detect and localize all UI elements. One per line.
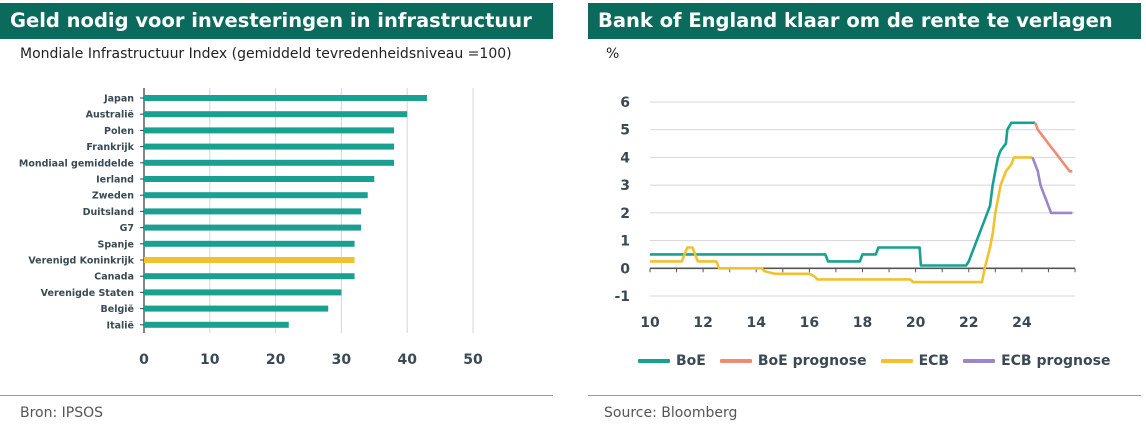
bar — [144, 240, 355, 247]
bar — [144, 127, 395, 134]
bar — [144, 305, 329, 312]
legend-label: BoE — [676, 353, 706, 369]
bar-category-label: Verenigd Koninkrijk — [28, 256, 134, 267]
bar-category-label: Duitsland — [83, 207, 134, 218]
bar — [144, 95, 427, 101]
bar-chart: Japan Australië Polen Frankrijk Mondiaal gem… — [19, 88, 483, 368]
right-chart-unit: % — [606, 46, 620, 62]
bar-x-tick-label: 0 — [139, 352, 149, 368]
line-y-tick-label: 3 — [620, 178, 630, 194]
bar — [144, 257, 355, 263]
bar-category-label: G7 — [120, 223, 134, 234]
line-x-tick-label: 16 — [800, 315, 819, 331]
legend-item: BoE — [638, 353, 706, 369]
bar-x-tick-label: 40 — [397, 352, 417, 368]
bar — [144, 111, 408, 118]
right-divider — [588, 395, 1141, 396]
legend-label: ECB prognose — [1001, 353, 1111, 369]
bar-category-label: Australië — [86, 110, 134, 121]
legend-swatch — [638, 359, 670, 363]
bar-category-label: Mondiaal gemiddelde — [19, 158, 134, 169]
bar — [144, 321, 289, 328]
legend-item: ECB — [880, 353, 950, 369]
line-y-tick-label: 5 — [620, 123, 630, 139]
legend-swatch — [963, 359, 996, 363]
left-chart-subtitle: Mondiale Infrastructuur Index (gemiddeld… — [20, 46, 512, 62]
bar-category-label: Ierland — [96, 175, 134, 186]
line-x-tick-label: 22 — [959, 315, 978, 331]
bar-category-label: Spanje — [97, 239, 134, 250]
bar — [144, 192, 368, 199]
line-x-tick-label: 18 — [853, 315, 872, 331]
series-line-ecb-prognose — [1031, 156, 1073, 215]
legend-item: BoE prognose — [719, 353, 867, 369]
line-y-tick-label: 4 — [620, 150, 630, 166]
series-line-ecb — [650, 156, 1033, 284]
left-chart-title: Geld nodig voor investeringen in infrast… — [0, 3, 553, 39]
line-y-tick-label: 2 — [620, 206, 630, 222]
left-divider — [0, 395, 553, 396]
bar-category-label: Verenigde Staten — [41, 288, 135, 299]
line-x-tick-label: 14 — [747, 315, 767, 331]
series-line-boe-prognose — [1033, 122, 1073, 173]
bar — [144, 224, 362, 231]
bar — [144, 159, 395, 166]
series-line-boe — [650, 121, 1036, 267]
line-y-tick-label: 1 — [620, 234, 630, 250]
legend-swatch — [880, 359, 913, 363]
bar — [144, 176, 375, 182]
legend-label: ECB — [918, 353, 950, 369]
right-source: Source: Bloomberg — [604, 405, 738, 421]
legend-label: BoE prognose — [757, 353, 867, 369]
line-chart-legend: BoE BoE prognose ECB ECB prognose — [638, 350, 1124, 372]
bar-category-label: Canada — [94, 272, 134, 283]
bar-category-label: België — [101, 304, 134, 315]
bar-x-tick-label: 20 — [266, 352, 286, 368]
bar-category-label: Polen — [104, 126, 134, 137]
line-y-tick-label: 0 — [620, 261, 630, 277]
bar-category-label: Japan — [103, 94, 134, 105]
line-y-tick-label: 6 — [620, 95, 630, 111]
bar-x-tick-label: 10 — [200, 352, 220, 368]
line-x-tick-label: 24 — [1012, 315, 1032, 331]
legend-swatch — [719, 359, 752, 363]
bar — [144, 289, 342, 296]
bar-category-label: Zweden — [92, 191, 134, 202]
bar-x-tick-label: 30 — [332, 352, 352, 368]
left-source: Bron: IPSOS — [20, 405, 104, 421]
bar — [144, 208, 362, 215]
right-chart-title: Bank of England klaar om de rente te ver… — [588, 3, 1141, 39]
line-x-tick-label: 20 — [906, 315, 926, 331]
legend-item: ECB prognose — [963, 353, 1110, 369]
bar-category-label: Italië — [107, 320, 134, 331]
line-y-tick-label: -1 — [614, 289, 630, 305]
bar — [144, 273, 355, 280]
bar — [144, 143, 395, 150]
line-x-tick-label: 10 — [640, 315, 660, 331]
left-panel: Geld nodig voor investeringen in infrast… — [0, 0, 557, 427]
bar-category-label: Frankrijk — [86, 142, 134, 153]
right-panel: Bank of England klaar om de rente te ver… — [588, 0, 1146, 427]
line-x-tick-label: 12 — [693, 315, 712, 331]
bar-x-tick-label: 50 — [463, 352, 483, 368]
